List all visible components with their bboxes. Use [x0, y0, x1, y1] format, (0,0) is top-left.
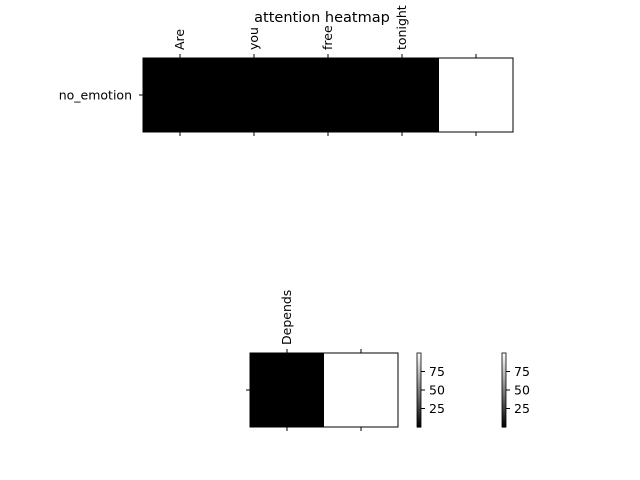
- colorbar-right-gradient-step: [502, 373, 506, 376]
- colorbar-left-gradient-step: [417, 367, 421, 370]
- colorbar-right-tick-label-0: 25: [514, 401, 530, 416]
- colorbar-right-gradient-step: [502, 371, 506, 374]
- heatmap-bottom: Depends: [246, 290, 399, 431]
- colorbar-left-gradient-step: [417, 417, 421, 420]
- colorbar-left-gradient-step: [417, 409, 421, 412]
- colorbar-right-gradient-step: [502, 413, 506, 416]
- chart-title: attention heatmap: [254, 10, 390, 26]
- colorbar-right-gradient-step: [502, 391, 506, 394]
- colorbar-left-gradient-step: [417, 353, 421, 356]
- colorbar-right-gradient-step: [502, 409, 506, 412]
- colorbar-left-gradient-step: [417, 369, 421, 372]
- colorbar-right-gradient-step: [502, 359, 506, 362]
- colorbar-left-gradient-step: [417, 355, 421, 358]
- colorbar-left-gradient-step: [417, 359, 421, 362]
- colorbar-right: 25 50 75: [501, 352, 530, 428]
- colorbar-right-gradient-step: [502, 419, 506, 422]
- colorbar-right-tick-label-1: 50: [514, 383, 530, 398]
- colorbar-right-gradient-step: [502, 361, 506, 364]
- colorbar-right-gradient-step: [502, 365, 506, 368]
- colorbar-left-tick-label-2: 75: [429, 364, 445, 379]
- colorbar-left-gradient-step: [417, 423, 421, 426]
- colorbar-right-tick-label-2: 75: [514, 364, 530, 379]
- colorbar-left-gradient-step: [417, 395, 421, 398]
- colorbar-left-gradient-step: [417, 385, 421, 388]
- colorbar-left-gradient-step: [417, 381, 421, 384]
- colorbar-right-gradient-step: [502, 353, 506, 356]
- colorbar-left-gradient-step: [417, 375, 421, 378]
- colorbar-left-gradient-step: [417, 389, 421, 392]
- top-cell-0-3: [365, 58, 439, 132]
- colorbar-right-gradient-step: [502, 383, 506, 386]
- bottom-xlabel-0: Depends: [279, 290, 294, 345]
- colorbar-right-gradient-step: [502, 405, 506, 408]
- colorbar-right-gradient-step: [502, 381, 506, 384]
- colorbar-left-tick-label-0: 25: [429, 401, 445, 416]
- colorbar-right-gradient-step: [502, 385, 506, 388]
- colorbar-right-gradient-step: [502, 397, 506, 400]
- colorbar-right-gradient-step: [502, 425, 506, 428]
- top-xlabel-2: free: [320, 25, 335, 50]
- colorbar-left-gradient-step: [417, 411, 421, 414]
- colorbar-right-gradient-step: [502, 399, 506, 402]
- colorbar-left-gradient-step: [417, 403, 421, 406]
- colorbar-left-gradient-step: [417, 405, 421, 408]
- colorbar-left-gradient-step: [417, 415, 421, 418]
- colorbar-left-tick-label-1: 50: [429, 383, 445, 398]
- colorbar-left-gradient-step: [417, 371, 421, 374]
- colorbar-left-gradient-step: [417, 419, 421, 422]
- colorbar-right-gradient-step: [502, 363, 506, 366]
- bottom-cell-0-0: [250, 353, 324, 427]
- colorbar-right-gradient-step: [502, 401, 506, 404]
- colorbar-right-gradient-step: [502, 411, 506, 414]
- top-cell-0-0: [143, 58, 217, 132]
- colorbar-right-gradient-step: [502, 367, 506, 370]
- colorbar-right-gradient-step: [502, 369, 506, 372]
- colorbar-left-gradient-step: [417, 391, 421, 394]
- heatmap-top: Are you free tonight no_emotion: [59, 5, 514, 136]
- top-cell-0-4: [439, 58, 513, 132]
- colorbar-right-gradient-step: [502, 417, 506, 420]
- colorbar-left-gradient-step: [417, 377, 421, 380]
- colorbar-left-gradient-step: [417, 401, 421, 404]
- top-cell-0-1: [217, 58, 291, 132]
- colorbar-right-gradient-step: [502, 395, 506, 398]
- colorbar-right-gradient-step: [502, 421, 506, 424]
- colorbar-left: 25 50 75: [416, 352, 445, 428]
- colorbar-left-gradient-step: [417, 425, 421, 428]
- colorbar-left-gradient-step: [417, 357, 421, 360]
- colorbar-left-gradient-step: [417, 387, 421, 390]
- colorbar-right-gradient-step: [502, 377, 506, 380]
- colorbar-left-gradient-step: [417, 421, 421, 424]
- colorbar-right-gradient-step: [502, 375, 506, 378]
- colorbar-right-gradient-step: [502, 379, 506, 382]
- top-xlabel-3: tonight: [394, 5, 409, 50]
- top-xlabel-1: you: [246, 27, 261, 50]
- colorbar-right-gradient-step: [502, 393, 506, 396]
- colorbar-left-gradient-step: [417, 397, 421, 400]
- colorbar-left-gradient-step: [417, 363, 421, 366]
- top-cell-0-2: [291, 58, 365, 132]
- colorbar-left-gradient-step: [417, 399, 421, 402]
- colorbar-left-gradient-step: [417, 413, 421, 416]
- colorbar-left-gradient-step: [417, 407, 421, 410]
- colorbar-left-gradient-step: [417, 365, 421, 368]
- colorbar-left-gradient-step: [417, 361, 421, 364]
- top-ylabel-0: no_emotion: [59, 88, 132, 103]
- colorbar-right-gradient-step: [502, 423, 506, 426]
- colorbar-right-gradient-step: [502, 403, 506, 406]
- colorbar-left-gradient-step: [417, 379, 421, 382]
- colorbar-right-gradient-step: [502, 355, 506, 358]
- colorbar-right-gradient-step: [502, 415, 506, 418]
- colorbar-right-gradient-step: [502, 357, 506, 360]
- colorbar-left-gradient-step: [417, 383, 421, 386]
- colorbar-right-gradient-step: [502, 387, 506, 390]
- colorbar-right-gradient-step: [502, 389, 506, 392]
- colorbar-left-gradient-step: [417, 373, 421, 376]
- top-xlabel-0: Are: [172, 29, 187, 50]
- colorbar-right-gradient-step: [502, 407, 506, 410]
- colorbar-left-gradient-step: [417, 393, 421, 396]
- bottom-cell-0-1: [324, 353, 398, 427]
